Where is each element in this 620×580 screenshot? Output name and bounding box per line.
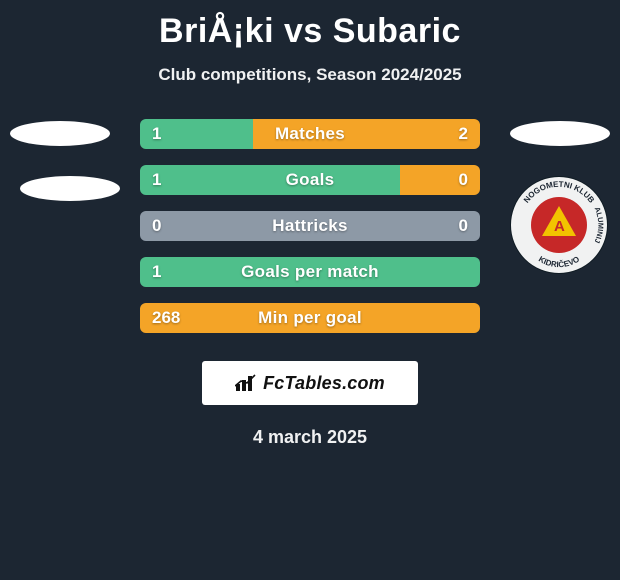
- stat-row-goals: 10Goals: [140, 165, 480, 195]
- crest-letter: A: [554, 218, 565, 235]
- stat-row-hattricks: 00Hattricks: [140, 211, 480, 241]
- stat-bar-left: [140, 303, 480, 333]
- ring-text-bottom: KIDRIČEVO: [537, 255, 581, 270]
- svg-text:ALUMINIJ: ALUMINIJ: [593, 206, 606, 245]
- stat-bar-right: [400, 165, 480, 195]
- stat-bar-left: [140, 165, 400, 195]
- stat-bar-left: [140, 257, 480, 287]
- ellipse-shape: [20, 176, 120, 201]
- brand-text: FcTables.com: [263, 373, 385, 394]
- page-title: BriÅ¡ki vs Subaric: [0, 12, 620, 51]
- bar-chart-icon: [235, 374, 257, 392]
- stat-row-mpg: 268Min per goal: [140, 303, 480, 333]
- player-left-logo: [10, 119, 120, 201]
- player-right-logo: NOGOMETNI KLUB KIDRIČEVO ALUMINIJ A: [510, 119, 610, 274]
- stat-row-gpm: 1Goals per match: [140, 257, 480, 287]
- page-date: 4 march 2025: [0, 427, 620, 448]
- brand-attribution: FcTables.com: [202, 361, 418, 405]
- stat-bar-left: [140, 119, 253, 149]
- ellipse-shape: [510, 121, 610, 146]
- page-subtitle: Club competitions, Season 2024/2025: [0, 65, 620, 85]
- club-crest: NOGOMETNI KLUB KIDRIČEVO ALUMINIJ A: [510, 176, 608, 274]
- stat-bar-left: [140, 211, 480, 241]
- svg-text:KIDRIČEVO: KIDRIČEVO: [537, 255, 581, 270]
- stat-bar-right: [253, 119, 480, 149]
- comparison-bars: 12Matches 10Goals 00Hattricks 1Goals per ma…: [140, 119, 480, 349]
- comparison-arena: NOGOMETNI KLUB KIDRIČEVO ALUMINIJ A 12Ma…: [0, 119, 620, 349]
- ring-text-side: ALUMINIJ: [593, 206, 606, 245]
- stat-row-matches: 12Matches: [140, 119, 480, 149]
- ellipse-shape: [10, 121, 110, 146]
